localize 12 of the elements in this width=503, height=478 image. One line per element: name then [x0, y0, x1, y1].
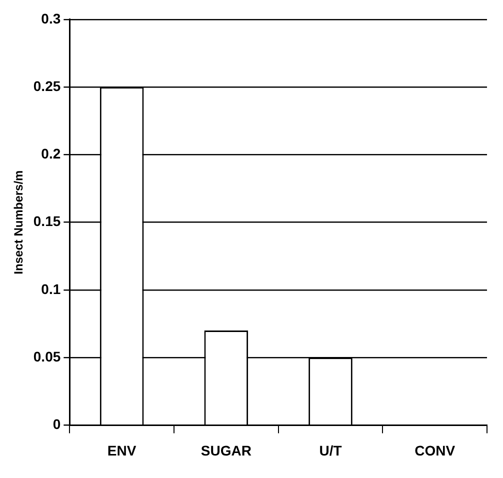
x-tick-label: ENV — [107, 442, 137, 458]
x-tick-label: U/T — [319, 442, 342, 458]
y-tick-label: 0 — [52, 416, 61, 432]
y-axis-title: Insect Numbers/m — [12, 170, 26, 274]
y-tick-label: 0.3 — [41, 10, 61, 26]
x-tick-label: SUGAR — [200, 442, 252, 458]
y-tick-label: 0.15 — [33, 213, 61, 230]
y-tick-label: 0.2 — [41, 146, 61, 162]
y-tick-label: 0.05 — [33, 348, 61, 364]
y-tick-label: 0.1 — [41, 280, 61, 297]
y-tick-label: 0.25 — [33, 78, 61, 94]
x-tick-label: CONV — [414, 442, 456, 458]
